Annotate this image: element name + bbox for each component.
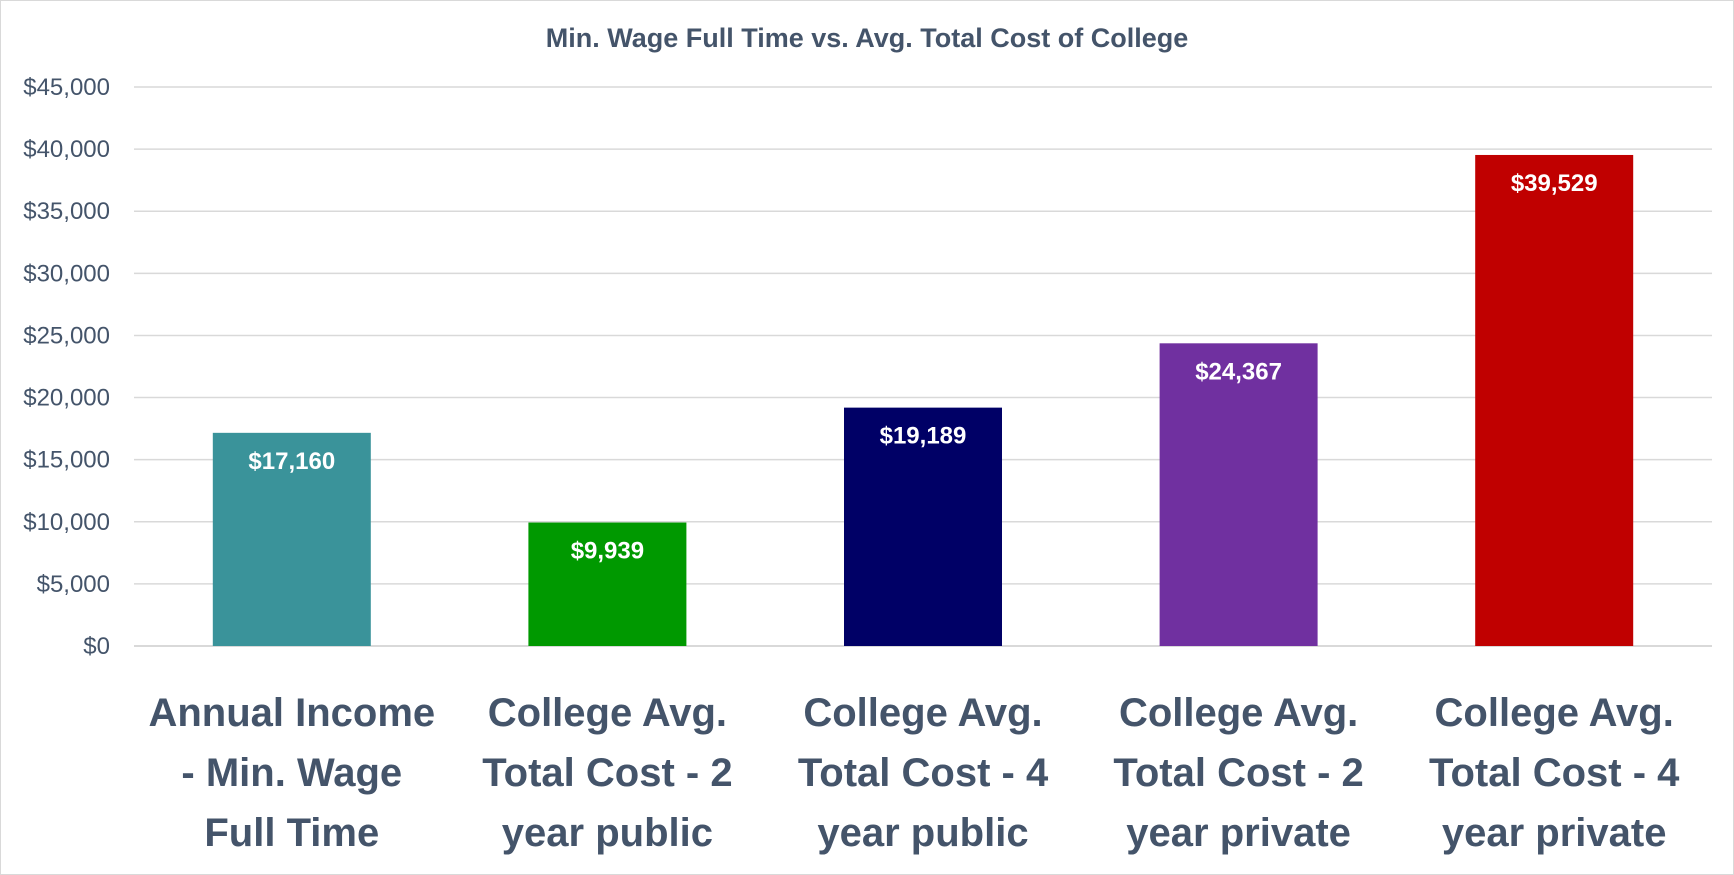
gridlines — [134, 86, 1712, 647]
data-label: $24,367 — [1195, 358, 1282, 385]
data-label: $17,160 — [248, 448, 335, 475]
x-tick-label-line: Full Time — [204, 811, 379, 855]
x-tick-label-line: Annual Income — [148, 691, 435, 735]
y-tick-label: $5,000 — [37, 571, 110, 598]
bar — [1159, 343, 1318, 646]
x-tick-label-line: College Avg. — [803, 691, 1042, 735]
bar — [1475, 154, 1634, 646]
y-axis-ticks: $0 $5,000 $10,000 $15,000 $20,000 $25,000 $30,… — [23, 74, 110, 660]
y-tick-label: $30,000 — [23, 260, 110, 287]
bar — [528, 522, 687, 646]
x-tick-label-line: College Avg. — [1435, 691, 1674, 735]
x-tick-label: College Avg. Total Cost - 2 year private — [1113, 691, 1363, 855]
x-tick-label: Annual Income - Min. Wage Full Time — [148, 691, 435, 855]
x-tick-label: College Avg. Total Cost - 4 year private — [1429, 691, 1680, 855]
x-tick-label-line: year public — [817, 811, 1028, 855]
y-tick-label: $0 — [83, 633, 110, 660]
y-tick-label: $45,000 — [23, 74, 110, 101]
y-tick-label: $20,000 — [23, 385, 110, 412]
x-tick-label-line: Total Cost - 4 — [1429, 751, 1680, 795]
y-tick-label: $25,000 — [23, 322, 110, 349]
y-tick-label: $35,000 — [23, 198, 110, 225]
bar — [212, 432, 371, 646]
x-tick-label-line: Total Cost - 4 — [798, 751, 1049, 795]
data-label: $39,529 — [1511, 170, 1598, 197]
x-axis-labels: Annual Income - Min. Wage Full Time College… — [148, 691, 1680, 855]
bar — [844, 407, 1002, 646]
x-tick-label-line: year private — [1442, 811, 1667, 855]
y-tick-label: $40,000 — [23, 136, 110, 163]
data-label: $9,939 — [571, 538, 644, 565]
chart-title: Min. Wage Full Time vs. Avg. Total Cost … — [546, 23, 1189, 53]
data-labels: $17,160 $9,939 $19,189 $24,367 $39,529 — [248, 170, 1597, 565]
y-tick-label: $10,000 — [23, 509, 110, 536]
x-tick-label: College Avg. Total Cost - 2 year public — [482, 691, 732, 855]
x-tick-label-line: Total Cost - 2 — [482, 751, 732, 795]
x-tick-label-line: year public — [502, 811, 713, 855]
y-tick-label: $15,000 — [23, 447, 110, 474]
x-tick-label: College Avg. Total Cost - 4 year public — [798, 691, 1049, 855]
bars — [212, 154, 1634, 646]
x-tick-label-line: College Avg. — [488, 691, 727, 735]
x-tick-label-line: - Min. Wage — [181, 751, 402, 795]
data-label: $19,189 — [880, 423, 967, 450]
x-tick-label-line: year private — [1126, 811, 1351, 855]
x-tick-label-line: Total Cost - 2 — [1113, 751, 1363, 795]
x-tick-label-line: College Avg. — [1119, 691, 1358, 735]
